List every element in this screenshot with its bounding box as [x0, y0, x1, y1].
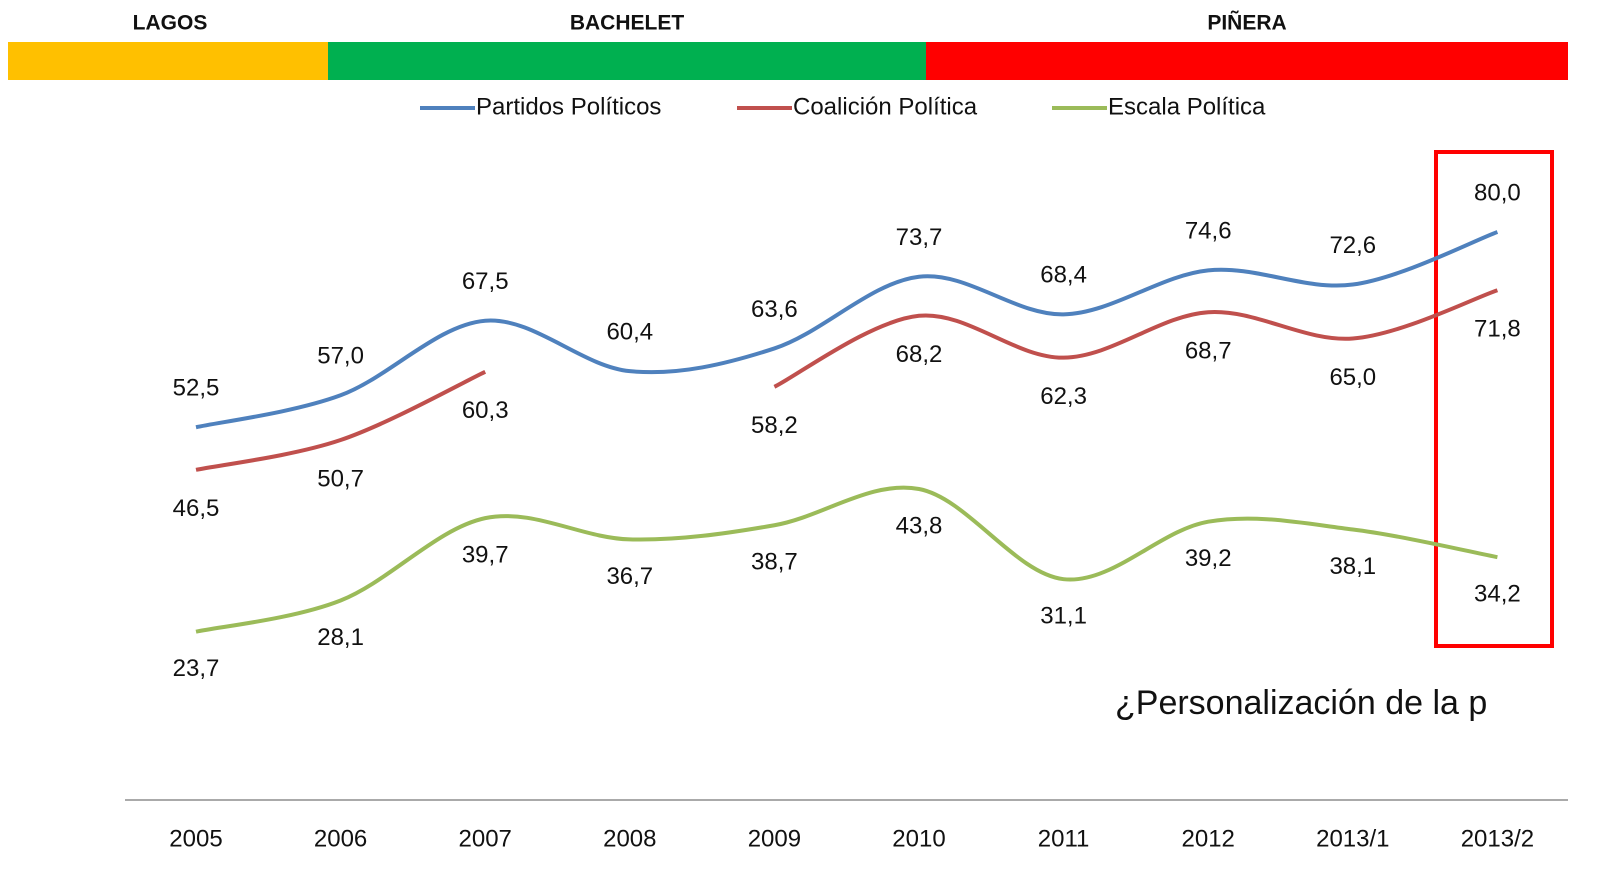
data-label: 74,6: [1185, 218, 1232, 245]
legend-label: Escala Política: [1108, 93, 1266, 120]
legend-label: Coalición Política: [793, 93, 978, 120]
data-label: 52,5: [173, 375, 220, 402]
data-label: 68,7: [1185, 338, 1232, 365]
highlight-box: [1434, 150, 1554, 648]
series-line: [773, 288, 1499, 389]
data-label: 23,7: [173, 655, 220, 682]
data-label: 68,4: [1040, 262, 1087, 289]
data-label: 58,2: [751, 412, 798, 439]
series-line: [195, 230, 1499, 430]
period-label: PIÑERA: [1207, 12, 1286, 35]
data-label: 68,2: [896, 341, 943, 368]
x-tick-label: 2013/2: [1461, 825, 1534, 852]
data-label: 46,5: [173, 495, 220, 522]
data-label: 60,4: [606, 319, 653, 346]
period-band: [926, 42, 1568, 80]
x-tick-label: 2009: [748, 825, 801, 852]
data-label: 57,0: [317, 343, 364, 370]
series-line: [195, 485, 1498, 634]
data-label: 38,1: [1329, 553, 1376, 580]
data-label: 80,0: [1474, 179, 1521, 206]
data-label: 34,2: [1474, 581, 1521, 608]
data-label: 60,3: [462, 397, 509, 424]
annotation: ¿Personalización de la p: [1115, 684, 1487, 722]
data-label: 72,6: [1329, 232, 1376, 259]
period-band: [328, 42, 926, 80]
data-label: 36,7: [606, 563, 653, 590]
period-band: [8, 42, 328, 80]
data-label: 43,8: [896, 512, 943, 539]
x-tick-label: 2008: [603, 825, 656, 852]
data-label: 67,5: [462, 268, 509, 295]
data-label: 38,7: [751, 549, 798, 576]
series-line: [195, 370, 487, 472]
data-label: 50,7: [317, 465, 364, 492]
x-tick-label: 2010: [892, 825, 945, 852]
data-label: 28,1: [317, 624, 364, 651]
period-label: LAGOS: [133, 12, 208, 35]
x-tick-label: 2005: [169, 825, 222, 852]
x-tick-label: 2013/1: [1316, 825, 1389, 852]
x-tick-label: 2012: [1182, 825, 1235, 852]
data-label: 39,2: [1185, 545, 1232, 572]
data-label: 71,8: [1474, 316, 1521, 343]
data-label: 65,0: [1329, 364, 1376, 391]
x-tick-label: 2011: [1038, 825, 1090, 852]
data-label: 39,7: [462, 541, 509, 568]
x-tick-label: 2006: [314, 825, 367, 852]
legend-label: Partidos Políticos: [476, 93, 661, 120]
data-label: 73,7: [896, 224, 943, 251]
data-label: 31,1: [1040, 603, 1087, 630]
period-label: BACHELET: [570, 12, 685, 35]
data-label: 62,3: [1040, 383, 1087, 410]
x-tick-label: 2007: [459, 825, 512, 852]
data-label: 63,6: [751, 296, 798, 323]
